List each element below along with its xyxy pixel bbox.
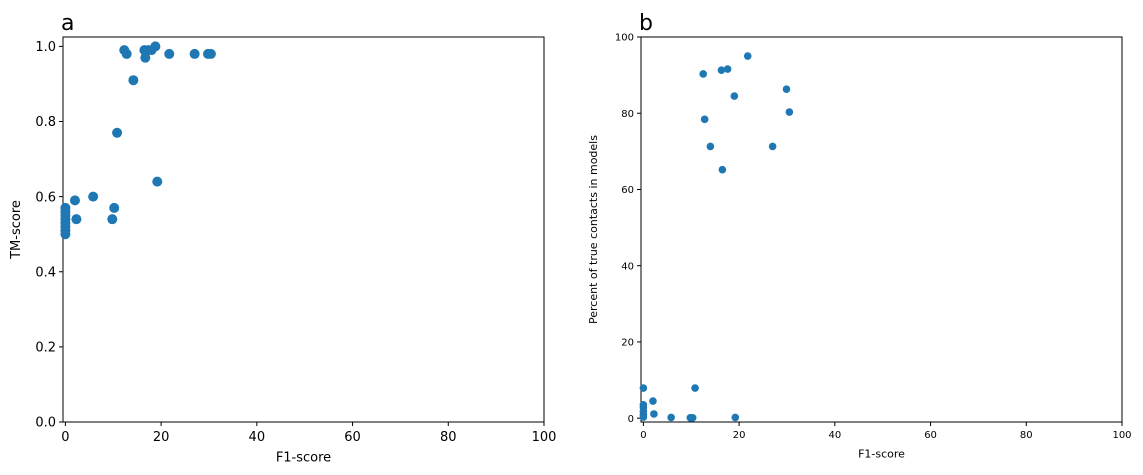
data-point [69,195,80,206]
data-point [205,48,216,59]
data-point [150,41,161,52]
y-tick-label: 0.6 [35,190,56,205]
data-point [768,142,777,151]
y-tick-label: 1.0 [35,40,56,55]
data-point [639,384,648,392]
x-tick-label: 40 [828,430,841,441]
data-point [700,115,709,124]
data-point [164,48,175,59]
data-point [691,384,699,392]
panel-b: 0 20 40 60 80 100 0 20 40 60 80 100 F1-score Percent … [587,11,1132,461]
y-tick-label: 80 [621,109,634,120]
data-point [649,397,657,405]
x-tick-label: 80 [440,430,457,445]
data-point [121,48,132,59]
data-point [109,202,120,213]
y-tick-label: 0 [628,414,634,425]
plot-frame [640,36,1123,423]
data-point [71,214,82,225]
data-point [107,214,118,225]
panel-label: a [61,11,74,36]
x-tick-label: 80 [1020,430,1033,441]
x-axis-label: F1-score [858,448,905,461]
data-point [667,413,675,422]
data-point [639,413,648,421]
data-point [112,127,123,138]
y-tick-label: 0.2 [35,341,56,356]
x-tick-label: 60 [344,430,361,445]
data-point [785,108,794,116]
data-point [650,410,658,418]
data-point [128,75,139,86]
y-tick-label: 0.8 [35,115,56,130]
data-point [717,66,726,74]
data-point [730,92,739,100]
x-tick-label: 20 [153,430,170,445]
x-tick-label: 100 [1112,430,1131,441]
y-tick-label: 60 [621,185,634,196]
x-tick-label: 0 [640,430,646,441]
x-tick-label: 100 [532,430,557,445]
y-tick-label: 40 [621,261,634,272]
y-tick-label: 0.0 [35,416,56,431]
x-tick-label: 60 [924,430,937,441]
data-point [60,229,71,240]
data-point [688,414,697,422]
x-tick-label: 0 [61,430,69,445]
data-point [723,65,732,73]
data-point [699,70,708,78]
y-axis-label: TM-score [9,200,24,260]
data-point [743,52,752,60]
y-tick-label: 0.4 [35,265,56,280]
y-axis-label: Percent of true contacts in models [587,135,600,324]
data-point [718,165,727,174]
plot-frame [62,36,545,423]
y-tick-label: 100 [615,33,634,44]
x-tick-label: 40 [249,430,266,445]
data-point [88,191,99,202]
data-point [782,85,791,94]
panel-label: b [639,11,653,36]
x-tick-label: 20 [733,430,746,441]
data-point [731,413,740,422]
x-axis-label: F1-score [276,451,331,466]
y-tick-label: 20 [621,338,634,349]
data-point [152,176,163,187]
data-point [706,142,715,151]
panel-a: 0 20 40 60 80 100 0.0 0.2 0.4 0.6 0.8 1.0 F1-score TM… [9,11,556,466]
data-point [140,52,151,63]
data-point [189,48,200,59]
